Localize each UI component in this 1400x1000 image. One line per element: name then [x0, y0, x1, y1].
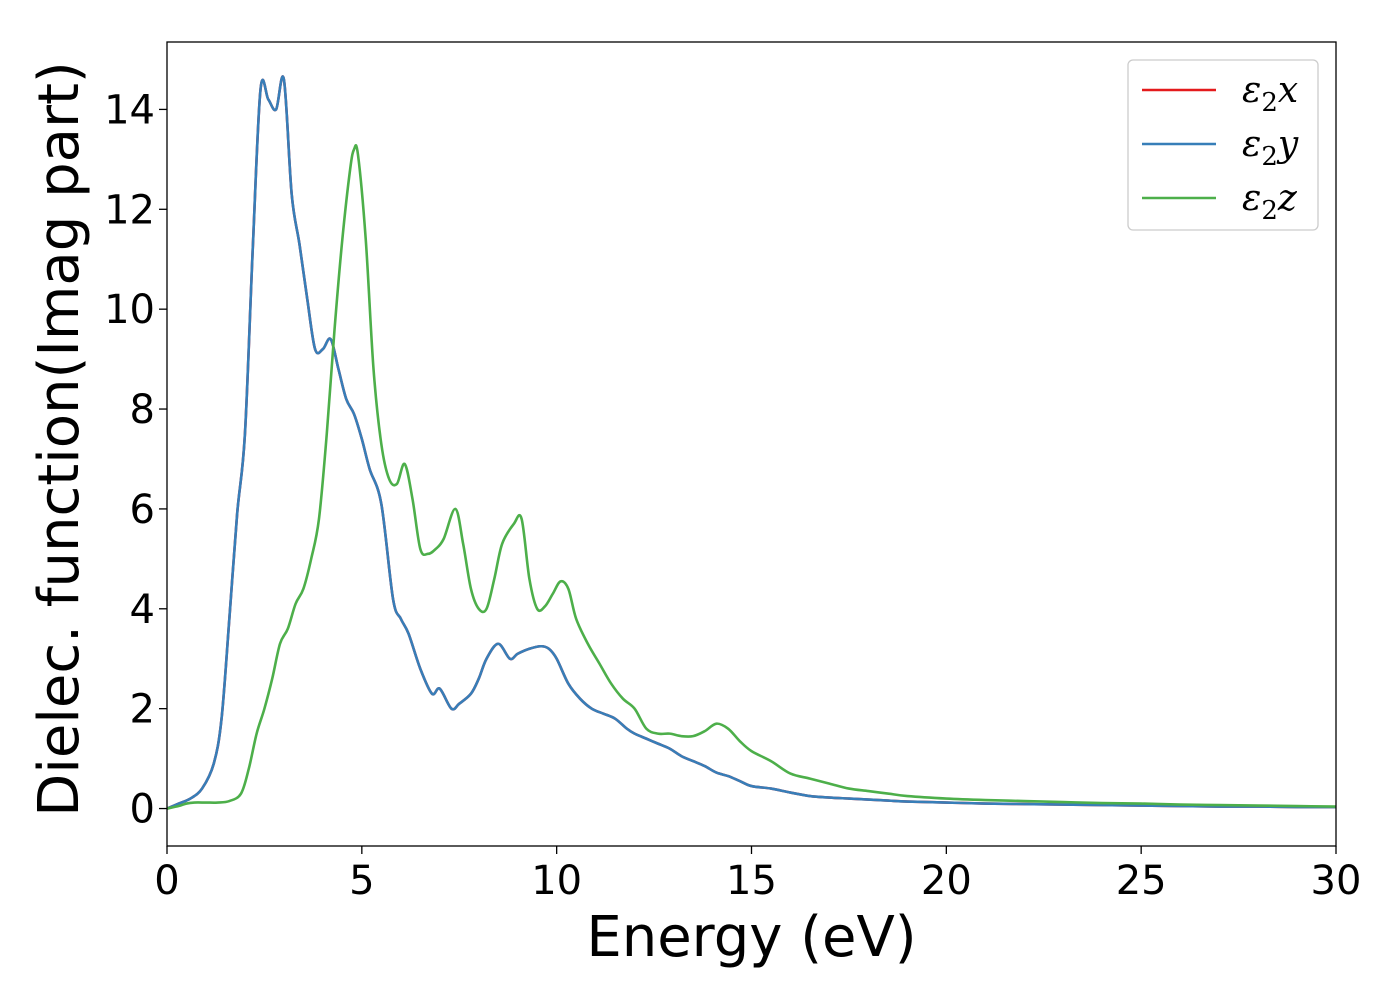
x-axis-ticks: 0 5 10 15 20 25 30: [154, 846, 1361, 904]
legend-box: [1127, 59, 1319, 231]
y-axis-title: Dielec. function(Imag part): [27, 61, 92, 817]
y-tick-label: 6: [130, 487, 155, 533]
legend-subscript: 2: [1261, 196, 1278, 226]
legend-subscript: 2: [1261, 142, 1278, 172]
y-tick-label: 2: [130, 687, 155, 733]
y-tick-label: 12: [104, 187, 155, 233]
legend-subscript: 2: [1261, 88, 1278, 118]
y-tick-label: 0: [130, 787, 155, 833]
x-tick-label: 15: [726, 858, 777, 904]
x-tick-label: 20: [921, 858, 972, 904]
y-tick-label: 14: [104, 87, 155, 133]
x-axis-title: Energy (eV): [586, 905, 916, 970]
legend-axis-letter: z: [1277, 178, 1298, 219]
legend-label-z: ε2z: [1242, 178, 1298, 226]
series-layer: [166, 75, 1337, 810]
series-line-y: [166, 75, 1337, 810]
y-tick-label: 8: [130, 387, 155, 433]
legend-axis-letter: x: [1278, 70, 1298, 111]
x-tick-label: 30: [1311, 858, 1362, 904]
series-line-z: [166, 144, 1337, 810]
legend-symbol: ε: [1242, 70, 1261, 111]
y-tick-label: 4: [130, 587, 155, 633]
x-tick-label: 0: [154, 858, 179, 904]
y-tick-label: 10: [104, 287, 155, 333]
x-tick-label: 25: [1116, 858, 1167, 904]
legend-label-x: ε2x: [1242, 70, 1298, 118]
legend-axis-letter: y: [1276, 124, 1299, 165]
x-tick-label: 10: [531, 858, 582, 904]
legend-symbol: ε: [1242, 124, 1261, 165]
legend-label-y: ε2y: [1242, 124, 1299, 172]
y-axis-ticks: 0 2 4 6 8 10 12 14: [104, 87, 167, 833]
x-tick-label: 5: [349, 858, 374, 904]
legend-symbol: ε: [1242, 178, 1261, 219]
